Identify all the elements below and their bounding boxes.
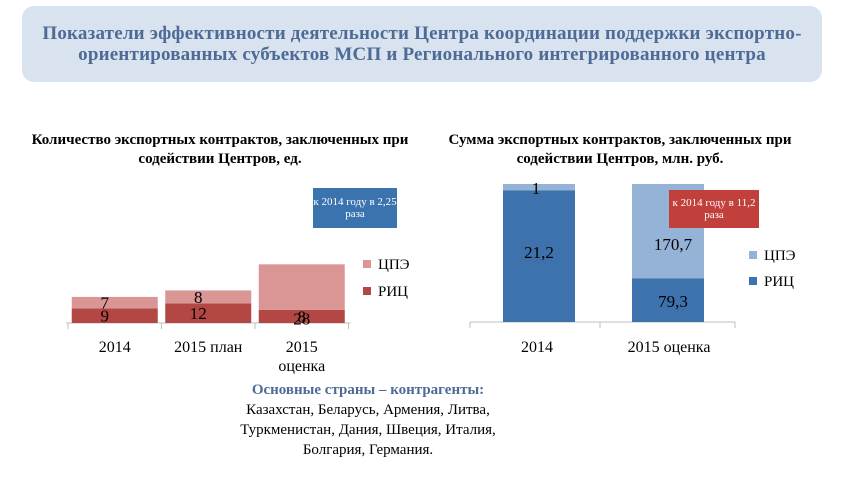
- x-tick-label: 2014: [99, 339, 131, 356]
- data-label-cpe: 170,7: [654, 235, 693, 254]
- bar-ric: [71, 308, 158, 323]
- legend-swatch-cpe: [749, 251, 757, 259]
- contracts-count-chart-title: Количество экспортных контрактов, заключ…: [31, 132, 409, 167]
- page-title: Показатели эффективности деятельности Це…: [42, 23, 802, 65]
- countries-line: Болгария, Германия.: [302, 442, 434, 458]
- data-label-cpe: 8: [194, 288, 203, 307]
- bar-cpe: [258, 264, 345, 310]
- bar-ric: [258, 309, 345, 323]
- data-label-ric: 8: [298, 307, 307, 326]
- x-tick-label: 2015: [286, 339, 318, 356]
- countries-heading: Основные страны – контрагенты:: [251, 382, 485, 398]
- legend-label-ric: РИЦ: [764, 274, 794, 290]
- contracts-count-growth-note: к 2014 году в 2,25 раза: [313, 188, 397, 228]
- data-label-ric: 9: [101, 307, 110, 326]
- bar-ric: [632, 278, 704, 322]
- data-label-cpe: 1: [532, 179, 541, 198]
- data-label-ric: 21,2: [524, 243, 554, 262]
- countries-line: Туркменистан, Дания, Швеция, Италия,: [240, 422, 496, 438]
- x-tick-label: 2015 оценка: [628, 339, 711, 356]
- legend-swatch-ric: [363, 287, 371, 295]
- x-tick-label: оценка: [278, 358, 325, 375]
- countries-block: Основные страны – контрагенты: Казахстан…: [218, 380, 518, 460]
- contracts-sum-growth-note: к 2014 году в 11,2 раза: [669, 190, 759, 228]
- countries-line: Казахстан, Беларусь, Армения, Литва,: [246, 402, 490, 418]
- bar-cpe: [165, 290, 252, 304]
- data-label-cpe: 7: [101, 294, 110, 313]
- legend-swatch-ric: [749, 277, 757, 285]
- legend-label-cpe: ЦПЭ: [378, 257, 410, 273]
- x-tick-label: 2015 план: [174, 339, 243, 356]
- data-label-ric: 79,3: [658, 292, 688, 311]
- legend-label-cpe: ЦПЭ: [764, 248, 796, 264]
- legend-label-ric: РИЦ: [378, 284, 408, 300]
- data-label-ric: 12: [190, 304, 207, 323]
- bar-ric: [165, 303, 252, 323]
- bar-cpe: [503, 184, 575, 191]
- bar-cpe: [71, 296, 158, 309]
- contracts-sum-chart-title: Сумма экспортных контрактов, заключенных…: [448, 132, 792, 167]
- legend-swatch-cpe: [363, 260, 371, 268]
- x-tick-label: 2014: [521, 339, 553, 356]
- data-label-cpe: 28: [293, 309, 310, 328]
- title-banner: Показатели эффективности деятельности Це…: [22, 6, 822, 82]
- bar-ric: [503, 190, 575, 322]
